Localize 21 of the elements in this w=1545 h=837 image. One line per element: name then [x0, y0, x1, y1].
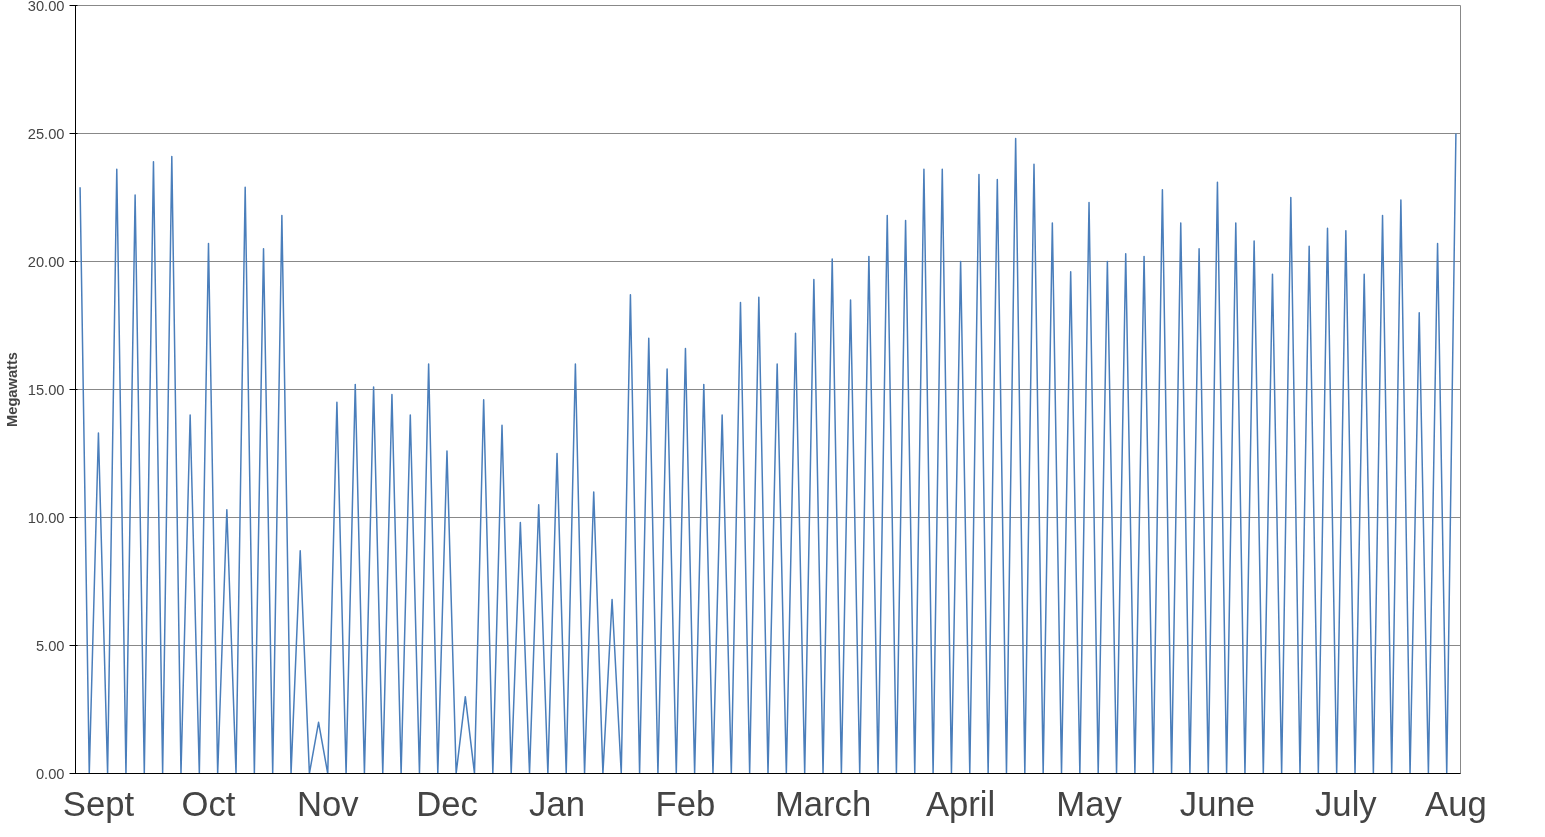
y-tick-label: 10.00 [27, 509, 65, 526]
x-tick-label: Aug [1425, 784, 1487, 823]
y-tick-label: 0.00 [35, 765, 65, 782]
x-tick-label: Dec [416, 784, 478, 823]
y-tick-label: 25.00 [27, 125, 65, 142]
y-axis-title: Megawatts [3, 352, 20, 427]
y-tick-label: 20.00 [27, 253, 65, 270]
x-tick-label: Sept [62, 784, 135, 823]
line-series [79, 132, 1457, 774]
x-tick-label: March [774, 784, 872, 823]
y-tick-label: 30.00 [27, 0, 65, 14]
x-tick-label: June [1179, 784, 1256, 823]
y-tick-label: 15.00 [27, 381, 65, 398]
x-tick-label: July [1315, 784, 1378, 823]
x-tick-label: April [925, 784, 996, 823]
x-tick-label: Feb [655, 784, 716, 823]
x-tick-label: Jan [529, 784, 585, 823]
x-tick-label: Nov [296, 784, 360, 823]
x-tick-label: Oct [181, 784, 236, 823]
x-tick-label: May [1056, 784, 1123, 823]
y-tick-label: 5.00 [35, 637, 65, 654]
